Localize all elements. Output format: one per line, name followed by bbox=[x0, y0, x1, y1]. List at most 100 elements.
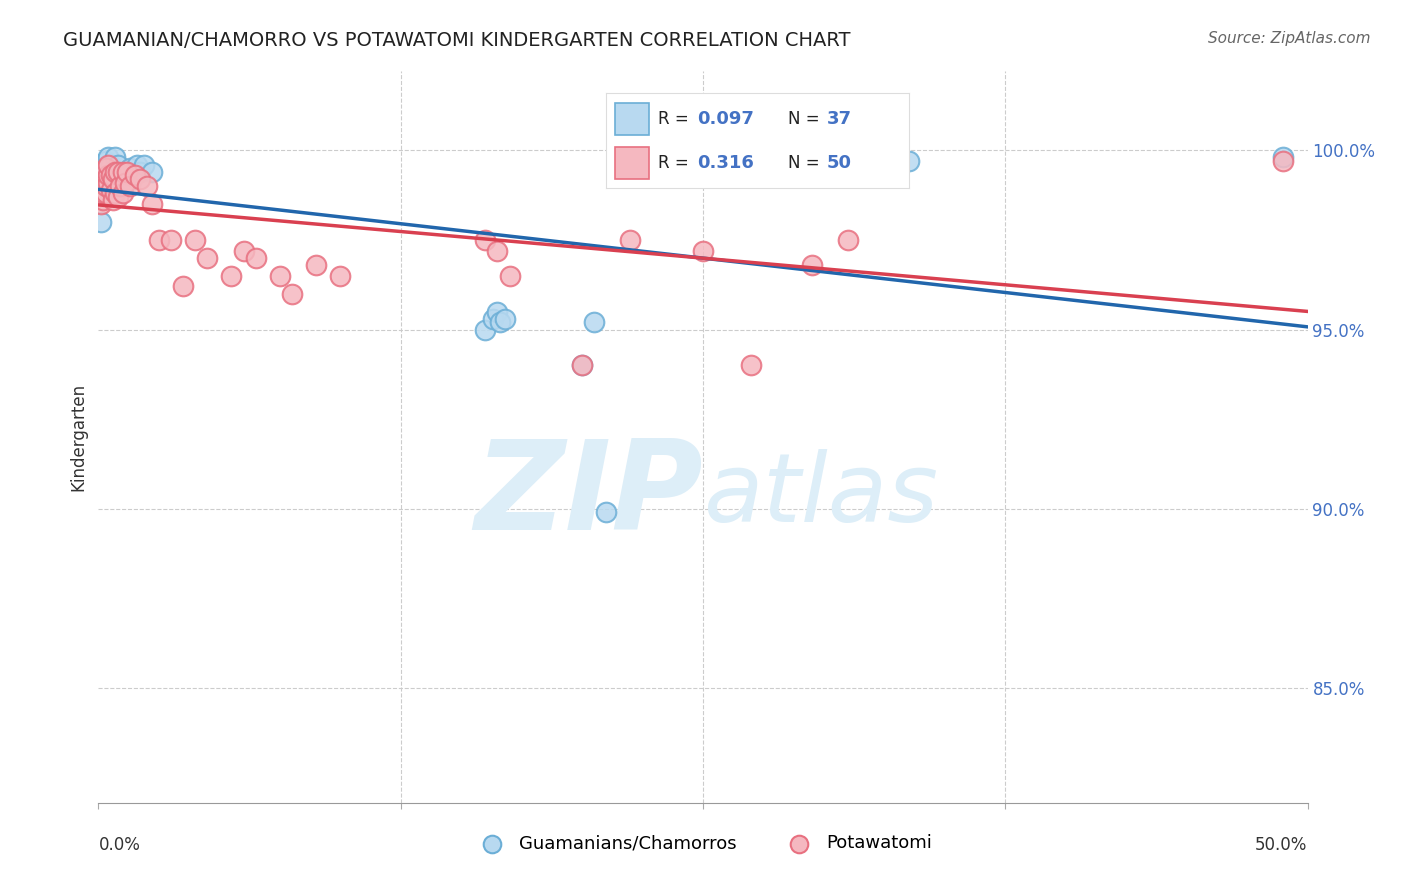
Text: 37: 37 bbox=[827, 110, 852, 128]
FancyBboxPatch shape bbox=[616, 103, 648, 136]
Point bbox=[595, 505, 617, 519]
Point bbox=[281, 286, 304, 301]
Point bbox=[127, 158, 149, 172]
Point bbox=[800, 258, 823, 272]
Point bbox=[111, 186, 134, 201]
Point bbox=[107, 165, 129, 179]
FancyBboxPatch shape bbox=[616, 146, 648, 179]
Point bbox=[148, 233, 170, 247]
Text: Source: ZipAtlas.com: Source: ZipAtlas.com bbox=[1208, 31, 1371, 46]
Point bbox=[245, 251, 267, 265]
Point bbox=[837, 233, 859, 247]
Text: 50: 50 bbox=[827, 153, 852, 172]
Text: atlas: atlas bbox=[703, 449, 938, 542]
Point bbox=[1272, 150, 1295, 164]
Point bbox=[97, 172, 120, 186]
Point bbox=[91, 194, 114, 208]
Point bbox=[118, 161, 141, 176]
Point bbox=[97, 158, 120, 172]
Point bbox=[128, 165, 150, 179]
Point bbox=[1272, 153, 1295, 168]
Point bbox=[571, 359, 593, 373]
Point bbox=[90, 179, 112, 194]
Point bbox=[740, 359, 762, 373]
Point bbox=[118, 179, 141, 194]
Point bbox=[91, 161, 114, 176]
Point bbox=[97, 158, 120, 172]
Point bbox=[100, 165, 122, 179]
Point bbox=[107, 190, 129, 204]
Point bbox=[101, 179, 124, 194]
Point bbox=[100, 158, 122, 172]
Point bbox=[486, 304, 509, 318]
Point bbox=[114, 176, 136, 190]
Point bbox=[104, 165, 127, 179]
Point bbox=[619, 233, 641, 247]
Text: 0.0%: 0.0% bbox=[98, 836, 141, 854]
Text: N =: N = bbox=[787, 110, 824, 128]
Point bbox=[474, 322, 496, 336]
Point bbox=[329, 268, 352, 283]
Point bbox=[91, 169, 114, 183]
Point bbox=[232, 244, 254, 258]
Point bbox=[94, 179, 117, 194]
Text: R =: R = bbox=[658, 110, 693, 128]
Point bbox=[481, 311, 503, 326]
Point bbox=[111, 169, 134, 183]
Text: 0.316: 0.316 bbox=[697, 153, 754, 172]
Point bbox=[886, 153, 908, 168]
Point bbox=[141, 197, 163, 211]
Point bbox=[172, 279, 194, 293]
Point bbox=[94, 179, 117, 194]
Text: 0.097: 0.097 bbox=[697, 110, 754, 128]
Point bbox=[101, 172, 124, 186]
Point bbox=[97, 176, 120, 190]
Point bbox=[269, 268, 291, 283]
Point bbox=[128, 172, 150, 186]
Point bbox=[107, 158, 129, 172]
Point bbox=[108, 179, 131, 194]
Point bbox=[498, 268, 520, 283]
Point bbox=[121, 172, 143, 186]
Point bbox=[104, 186, 127, 201]
Point bbox=[571, 359, 593, 373]
Point bbox=[195, 251, 218, 265]
Point bbox=[94, 161, 117, 176]
Text: 50.0%: 50.0% bbox=[1256, 836, 1308, 854]
Point bbox=[486, 244, 509, 258]
Point bbox=[94, 186, 117, 201]
Point bbox=[124, 169, 146, 183]
Text: ZIP: ZIP bbox=[474, 435, 703, 556]
Point bbox=[305, 258, 328, 272]
Point bbox=[90, 197, 112, 211]
Point bbox=[101, 194, 124, 208]
Point bbox=[111, 165, 134, 179]
Point bbox=[91, 186, 114, 201]
Text: N =: N = bbox=[787, 153, 824, 172]
Point bbox=[583, 315, 606, 329]
Point bbox=[97, 150, 120, 164]
Point bbox=[114, 172, 136, 186]
Point bbox=[94, 153, 117, 168]
Point bbox=[97, 169, 120, 183]
Point bbox=[90, 215, 112, 229]
Point bbox=[108, 169, 131, 183]
Y-axis label: Kindergarten: Kindergarten bbox=[69, 383, 87, 491]
Point bbox=[104, 150, 127, 164]
Legend: Guamanians/Chamorros, Potawatomi: Guamanians/Chamorros, Potawatomi bbox=[467, 827, 939, 860]
Point bbox=[134, 158, 156, 172]
Point bbox=[474, 233, 496, 247]
Point bbox=[494, 311, 516, 326]
Point bbox=[117, 169, 139, 183]
Point bbox=[141, 165, 163, 179]
Point bbox=[489, 315, 512, 329]
Point bbox=[897, 153, 920, 168]
Point bbox=[100, 183, 122, 197]
Text: GUAMANIAN/CHAMORRO VS POTAWATOMI KINDERGARTEN CORRELATION CHART: GUAMANIAN/CHAMORRO VS POTAWATOMI KINDERG… bbox=[63, 31, 851, 50]
Point bbox=[117, 165, 139, 179]
Point bbox=[100, 169, 122, 183]
Point bbox=[221, 268, 243, 283]
Point bbox=[160, 233, 183, 247]
Point bbox=[104, 165, 127, 179]
Point bbox=[692, 244, 714, 258]
